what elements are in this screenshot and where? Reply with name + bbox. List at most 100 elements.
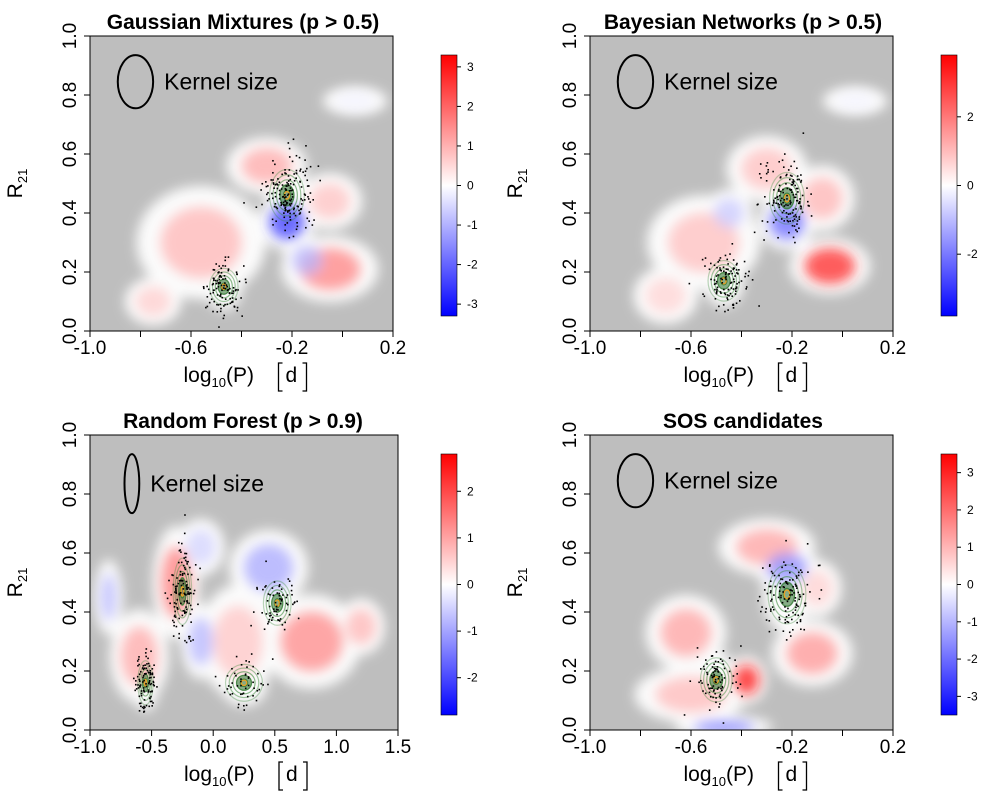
- data-point: [284, 207, 286, 210]
- data-point: [267, 191, 269, 194]
- data-point: [798, 227, 800, 230]
- data-point: [721, 685, 724, 688]
- data-point: [781, 566, 783, 569]
- panel-4: Kernel size SOS candidates -1.0 -0.6 -0.2 0.2…: [504, 410, 978, 791]
- data-point: [770, 590, 772, 592]
- data-point: [287, 142, 290, 144]
- peak-contour: [180, 585, 185, 597]
- data-point: [229, 302, 232, 305]
- data-point: [274, 601, 277, 604]
- y-axis-label: R21: [504, 568, 530, 598]
- data-point: [134, 683, 137, 686]
- density-contour: [211, 271, 236, 303]
- data-point: [213, 279, 215, 281]
- data-point: [183, 572, 186, 575]
- data-point: [243, 709, 246, 711]
- data-point: [769, 585, 772, 588]
- data-point: [140, 692, 143, 695]
- data-point: [789, 579, 791, 581]
- right-bracket: [302, 362, 308, 392]
- data-point: [773, 210, 776, 212]
- data-point: [800, 628, 802, 631]
- data-point: [699, 668, 702, 670]
- data-point: [714, 298, 717, 300]
- data-point: [768, 202, 771, 205]
- data-point: [223, 691, 226, 694]
- data-point: [773, 201, 775, 203]
- data-point: [185, 552, 188, 555]
- data-point: [143, 679, 145, 682]
- data-point: [278, 585, 281, 588]
- data-point: [712, 685, 715, 687]
- data-point: [719, 693, 722, 696]
- data-point: [262, 684, 264, 686]
- data-point: [714, 670, 716, 672]
- difference-blob: [804, 248, 856, 284]
- data-point: [289, 178, 292, 181]
- data-point: [213, 300, 215, 303]
- data-point: [764, 611, 767, 613]
- data-point: [172, 583, 175, 586]
- data-point: [184, 593, 186, 596]
- data-point: [173, 624, 175, 627]
- data-point: [807, 204, 810, 207]
- density-contour: [265, 584, 289, 622]
- data-point: [809, 591, 811, 593]
- data-point: [791, 212, 794, 214]
- data-point: [736, 262, 738, 265]
- data-point: [291, 584, 293, 587]
- data-point: [272, 179, 274, 181]
- data-point: [218, 684, 221, 687]
- data-point: [728, 273, 731, 275]
- data-point: [140, 705, 142, 708]
- data-point: [184, 559, 187, 562]
- data-point: [710, 687, 712, 690]
- data-point: [795, 193, 797, 196]
- data-point: [741, 695, 743, 698]
- left-bracket: [777, 761, 783, 791]
- colorbar-tick-label: -2: [967, 247, 978, 261]
- data-point: [761, 606, 763, 608]
- data-point: [257, 672, 259, 675]
- data-point: [278, 620, 281, 622]
- density-contour: [228, 667, 260, 699]
- density-contour: [707, 259, 741, 302]
- data-point: [724, 254, 727, 257]
- data-point: [268, 618, 271, 621]
- data-point: [270, 614, 272, 617]
- data-point: [215, 263, 218, 265]
- data-point: [797, 571, 800, 574]
- x-tick-label: -0.5: [135, 737, 168, 758]
- data-point: [723, 288, 725, 291]
- data-point: [791, 590, 794, 592]
- data-point: [278, 619, 280, 622]
- data-point: [288, 209, 291, 212]
- data-point: [773, 594, 775, 596]
- data-point: [773, 574, 776, 577]
- data-point: [791, 563, 794, 565]
- data-point: [244, 278, 247, 281]
- data-point: [176, 606, 179, 609]
- data-point: [792, 236, 795, 239]
- data-point: [787, 204, 789, 207]
- data-point: [719, 681, 722, 683]
- data-point: [223, 284, 225, 287]
- data-point: [177, 608, 179, 610]
- data-point: [290, 198, 293, 200]
- data-point: [189, 604, 192, 607]
- data-point: [189, 592, 191, 595]
- data-point: [792, 194, 795, 196]
- data-point: [252, 694, 254, 697]
- colorbar-tick-label: -1: [967, 615, 978, 629]
- data-point: [289, 212, 291, 215]
- data-point: [787, 614, 790, 617]
- data-point: [707, 683, 709, 686]
- data-point: [738, 281, 740, 284]
- density-contour: [262, 580, 292, 626]
- data-point: [178, 593, 181, 596]
- data-point: [193, 589, 196, 592]
- data-point: [771, 606, 774, 608]
- data-point: [764, 195, 766, 198]
- data-point: [765, 230, 768, 232]
- data-point: [808, 205, 810, 207]
